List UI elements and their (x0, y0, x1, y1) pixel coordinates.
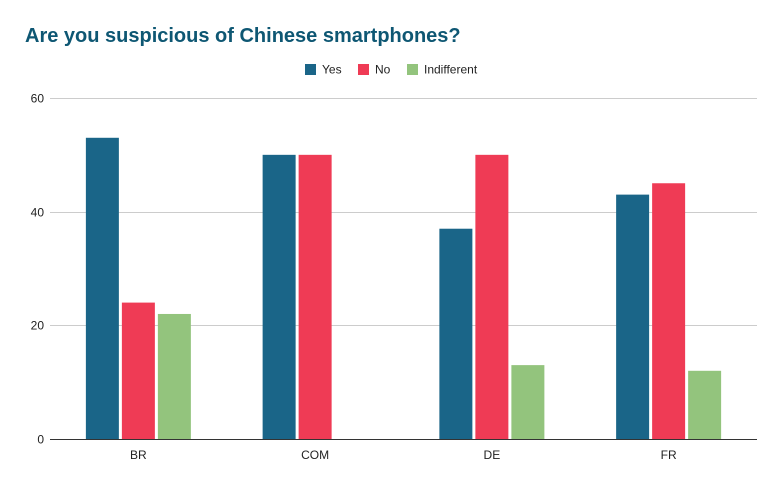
gridlines (50, 98, 757, 326)
bar-no-fr (652, 183, 686, 439)
bar-indifferent-fr (688, 370, 722, 439)
y-axis-ticks: 0 20 40 60 (31, 92, 45, 447)
legend-swatch (305, 64, 316, 75)
chart-title: Are you suspicious of Chinese smartphone… (25, 25, 461, 47)
legend-label: Indifferent (424, 63, 478, 77)
x-axis-ticks: BR COM DE FR (130, 448, 677, 462)
legend-swatch (407, 64, 418, 75)
y-tick-label: 60 (31, 92, 45, 106)
bar-indifferent-de (511, 365, 545, 439)
bar-indifferent-br (157, 313, 191, 439)
bars (85, 137, 722, 440)
legend-item-yes: Yes (305, 63, 342, 77)
x-tick-label: BR (130, 448, 147, 462)
x-tick-label: FR (661, 448, 677, 462)
bar-yes-com (262, 154, 296, 440)
y-tick-label: 20 (31, 319, 45, 333)
legend-swatch (358, 64, 369, 75)
bar-no-com (298, 154, 332, 440)
y-tick-label: 40 (31, 206, 45, 220)
legend: Yes No Indifferent (305, 63, 478, 77)
bar-no-br (121, 302, 155, 439)
bar-no-de (475, 154, 509, 440)
bar-yes-fr (616, 194, 650, 439)
bar-yes-br (85, 137, 119, 440)
legend-label: No (375, 63, 391, 77)
legend-item-indifferent: Indifferent (407, 63, 478, 77)
legend-item-no: No (358, 63, 391, 77)
y-tick-label: 0 (37, 433, 44, 447)
bar-yes-de (439, 228, 473, 439)
x-tick-label: DE (484, 448, 501, 462)
legend-label: Yes (322, 63, 342, 77)
x-tick-label: COM (301, 448, 329, 462)
